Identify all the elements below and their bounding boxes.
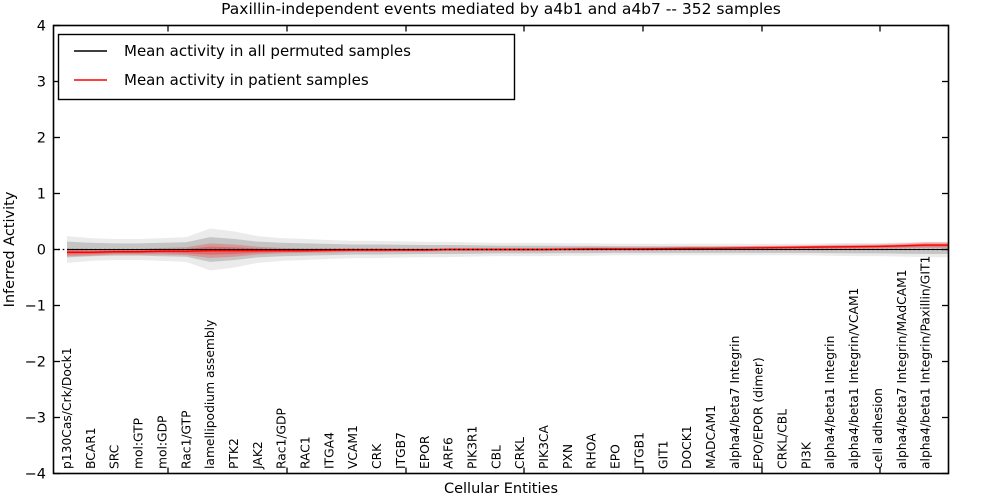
- x-category-label: alpha4/beta7 Integrin/MAdCAM1: [895, 269, 909, 469]
- x-category-label: cell adhesion: [871, 388, 885, 469]
- x-category-label: lamellipodium assembly: [203, 320, 217, 469]
- y-tick-label: 4: [37, 19, 46, 35]
- x-category-label: alpha4/beta1 Integrin/Paxillin/GIT1: [919, 256, 933, 469]
- x-category-label: ITGA4: [322, 432, 336, 469]
- legend-label-patient: Mean activity in patient samples: [124, 71, 369, 89]
- y-tick-label: 3: [37, 75, 46, 91]
- y-tick-label: 2: [37, 131, 46, 147]
- y-tick-label: −1: [25, 299, 46, 315]
- x-category-label: alpha4/beta1 Integrin: [823, 336, 837, 469]
- y-tick-label: −3: [25, 411, 46, 427]
- x-category-label: alpha4/beta7 Integrin: [728, 336, 742, 469]
- x-category-label: EPO/EPOR (dimer): [752, 357, 766, 469]
- x-category-label: PXN: [561, 444, 575, 469]
- legend-box: [57, 33, 516, 101]
- x-category-label: CRK: [370, 443, 384, 469]
- x-category-label: JAK2: [251, 441, 265, 470]
- x-category-label: BCAR1: [84, 427, 98, 469]
- x-category-label: MADCAM1: [704, 405, 718, 469]
- x-category-label: mol:GDP: [155, 416, 169, 469]
- x-category-label: CBL: [489, 445, 503, 469]
- series-layer: [67, 244, 949, 254]
- x-category-label: PI3K: [799, 441, 813, 469]
- x-category-label: Rac1/GTP: [179, 410, 193, 469]
- x-category-label: RAC1: [299, 436, 313, 469]
- x-category-label: ARF6: [442, 437, 456, 469]
- chart-title: Paxillin-independent events mediated by …: [221, 0, 781, 18]
- x-category-label: ITGB7: [394, 432, 408, 469]
- legend: Mean activity in all permuted samples Me…: [57, 33, 516, 101]
- x-category-label: ITGB1: [632, 432, 646, 469]
- y-tick-label: 1: [37, 187, 46, 203]
- x-category-label: SRC: [108, 445, 122, 469]
- x-category-label: GIT1: [656, 441, 670, 470]
- x-category-label: mol:GTP: [132, 418, 146, 469]
- x-category-label: p130Cas/Crk/Dock1: [60, 347, 74, 469]
- x-category-label: EPOR: [418, 435, 432, 469]
- x-category-label: VCAM1: [346, 425, 360, 469]
- patient-mean-line: [67, 244, 949, 254]
- x-category-label: CRKL/CBL: [776, 409, 790, 469]
- x-category-label: PTK2: [227, 438, 241, 469]
- x-category-label: EPO: [609, 444, 623, 469]
- x-category-label: PIK3R1: [465, 426, 479, 469]
- x-category-labels: p130Cas/Crk/Dock1 BCAR1 SRC mol:GTP mol:GDP R…: [60, 256, 933, 470]
- x-axis-label: Cellular Entities: [444, 481, 558, 497]
- y-axis-label: Inferred Activity: [2, 191, 18, 307]
- x-category-label: alpha4/beta1 Integrin/VCAM1: [847, 288, 861, 469]
- y-tick-labels: 4 3 2 1 0 −1 −2 −3 −4: [25, 19, 46, 483]
- y-tick-label: −4: [25, 467, 46, 483]
- x-category-label: RHOA: [585, 433, 599, 469]
- legend-label-permuted: Mean activity in all permuted samples: [124, 42, 411, 60]
- x-category-label: CRKL: [513, 437, 527, 469]
- y-tick-label: −2: [25, 355, 46, 371]
- y-tick-label: 0: [37, 243, 46, 259]
- x-category-label: PIK3CA: [537, 424, 551, 469]
- x-category-label: Rac1/GDP: [275, 408, 289, 469]
- x-category-label: DOCK1: [680, 425, 694, 469]
- plot-border: [52, 24, 950, 475]
